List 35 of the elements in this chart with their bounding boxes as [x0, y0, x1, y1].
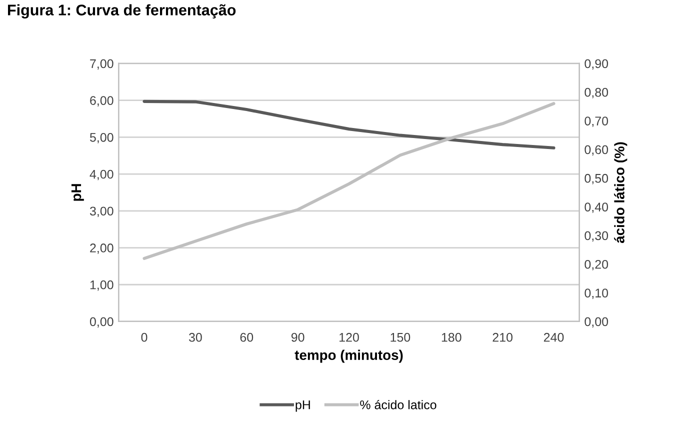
chart-title: Figura 1: Curva de fermentação: [8, 4, 236, 19]
y-tick-label: 0,00: [90, 317, 114, 328]
x-tick-label: 240: [544, 332, 564, 342]
y2-tick-label: 0,70: [584, 116, 608, 127]
y-tick-label: 4,00: [90, 170, 114, 180]
y-tick-label: 5,00: [90, 132, 114, 144]
y-tick-label: 7,00: [90, 59, 114, 70]
y2-axis-title: ácido lático (%): [614, 142, 628, 244]
x-tick-label: 90: [291, 332, 304, 342]
x-tick-label: 120: [340, 332, 359, 342]
y-tick-label: 2,00: [90, 244, 114, 254]
x-tick-label: 210: [492, 332, 512, 342]
y2-tick-label: 0,10: [584, 288, 608, 299]
x-tick-label: 0: [141, 332, 148, 342]
x-tick-label: 150: [390, 332, 410, 342]
y2-tick-label: 0,60: [584, 145, 608, 156]
y2-tick-label: 0,40: [584, 202, 608, 213]
legend-label: pH: [296, 400, 310, 412]
y2-tick-label: 0,30: [584, 231, 608, 242]
y-tick-label: 1,00: [90, 280, 114, 291]
y2-tick-label: 0,50: [584, 174, 608, 184]
x-axis-title: tempo (minutos): [294, 350, 403, 363]
line-series: [142, 100, 556, 150]
y2-tick-label: 0,90: [584, 59, 608, 70]
y2-tick-label: 0,20: [584, 260, 608, 270]
legend-label: % ácido latico: [360, 400, 436, 410]
y-tick-label: 6,00: [90, 96, 114, 106]
y2-tick-label: 0,00: [584, 317, 608, 328]
y-tick-label: 3,00: [90, 206, 114, 218]
x-tick-label: 60: [240, 332, 254, 342]
x-tick-label: 180: [442, 332, 462, 342]
x-tick-label: 30: [188, 332, 202, 342]
y2-tick-label: 0,80: [584, 88, 608, 98]
line-series: [142, 102, 556, 260]
y-axis-title: pH: [71, 184, 84, 201]
